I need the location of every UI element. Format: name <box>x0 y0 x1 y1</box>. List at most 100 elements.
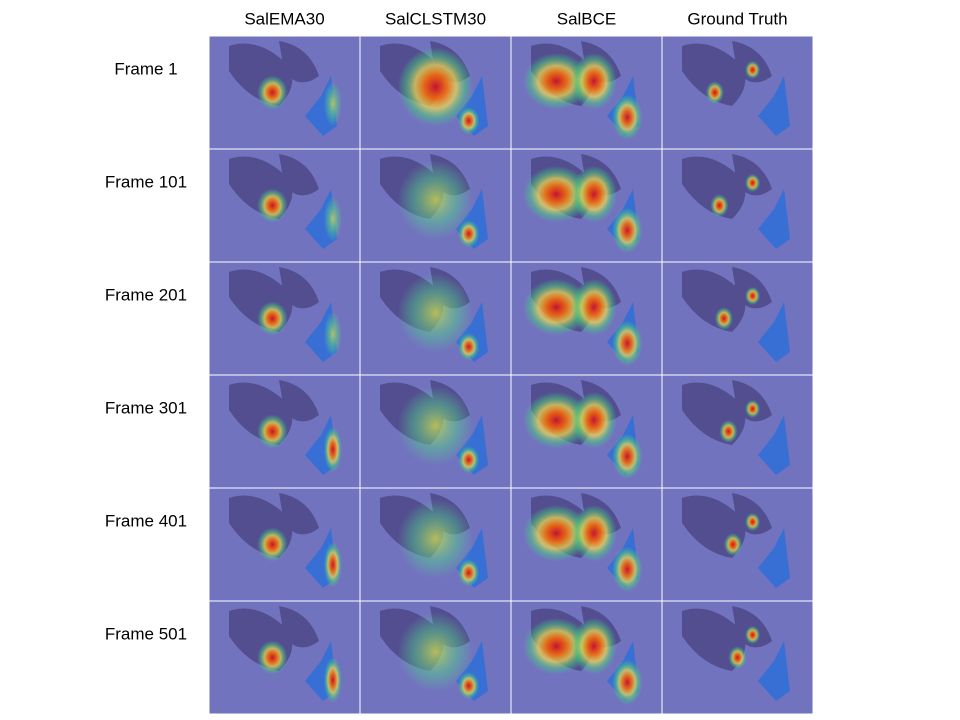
heat-blob <box>612 659 643 705</box>
saliency-cell <box>359 261 512 376</box>
heat-blob <box>612 433 643 479</box>
saliency-cell <box>208 148 361 263</box>
saliency-cell <box>661 261 814 376</box>
heat-blob <box>458 672 480 700</box>
heat-blob <box>458 559 480 587</box>
heat-blob <box>257 640 288 675</box>
hands <box>229 154 319 219</box>
heat-blob <box>257 527 288 562</box>
heat-blob <box>323 311 342 357</box>
saliency-cell <box>359 148 512 263</box>
saliency-cell <box>208 35 361 150</box>
saliency-cell <box>208 261 361 376</box>
heat-blob <box>257 188 288 223</box>
row-label: Frame 501 <box>105 624 187 643</box>
hands <box>682 606 772 671</box>
heat-blob <box>745 173 761 192</box>
saliency-cell <box>510 600 663 715</box>
heat-blob <box>458 107 480 135</box>
heat-blob <box>523 165 590 223</box>
hands <box>682 154 772 219</box>
hands <box>229 41 319 106</box>
saliency-cell <box>208 600 361 715</box>
heat-blob <box>523 617 590 675</box>
heat-blob <box>397 386 474 466</box>
cell-border <box>661 600 814 715</box>
heat-blob <box>612 320 643 366</box>
row-label: Frame 101 <box>105 172 187 191</box>
heat-blob <box>571 391 617 449</box>
saliency-cell <box>661 148 814 263</box>
saliency-cell <box>510 35 663 150</box>
heat-blob <box>323 196 342 242</box>
hands <box>682 41 772 106</box>
hands <box>682 493 772 558</box>
heat-blob <box>523 278 590 336</box>
saliency-cell <box>510 148 663 263</box>
heat-blob <box>705 81 724 104</box>
heat-blob <box>458 446 480 474</box>
column-header: SalEMA30 <box>244 9 324 28</box>
heat-blob <box>745 399 761 418</box>
heat-blob <box>397 273 474 353</box>
column-header: Ground Truth <box>687 9 787 28</box>
hands <box>229 380 319 445</box>
heat-blob <box>710 194 729 217</box>
heat-blob <box>323 657 342 703</box>
heat-blob <box>719 420 738 443</box>
heat-blob <box>397 47 474 127</box>
saliency-cell <box>359 35 512 150</box>
saliency-cell <box>510 374 663 489</box>
heat-blob <box>523 391 590 449</box>
hands <box>682 267 772 332</box>
saliency-cell <box>208 374 361 489</box>
paper-crane <box>758 641 790 701</box>
heat-blob <box>397 499 474 579</box>
hands <box>229 606 319 671</box>
saliency-cell <box>208 487 361 602</box>
heat-blob <box>745 286 761 305</box>
heat-blob <box>523 504 590 562</box>
saliency-cell <box>510 261 663 376</box>
heat-blob <box>257 301 288 336</box>
paper-crane <box>758 302 790 362</box>
hands <box>229 493 319 558</box>
heat-blob <box>397 160 474 240</box>
heat-blob <box>257 75 288 110</box>
row-label: Frame 301 <box>105 398 187 417</box>
saliency-cell <box>661 374 814 489</box>
paper-crane <box>758 528 790 588</box>
saliency-cell <box>661 487 814 602</box>
saliency-cell <box>661 600 814 715</box>
heat-blob <box>323 542 342 588</box>
heat-blob <box>571 52 617 110</box>
heat-blob <box>571 278 617 336</box>
heat-blob <box>571 165 617 223</box>
heat-blob <box>257 414 288 449</box>
row-label: Frame 401 <box>105 511 187 530</box>
heat-blob <box>523 52 590 110</box>
hands <box>682 380 772 445</box>
hands <box>229 267 319 332</box>
heat-blob <box>571 504 617 562</box>
heat-blob <box>458 333 480 361</box>
heat-blob <box>745 60 761 79</box>
saliency-cell <box>359 600 512 715</box>
heat-blob <box>571 617 617 675</box>
heat-blob <box>323 426 342 473</box>
heat-blob <box>723 533 743 556</box>
paper-crane <box>758 189 790 249</box>
heat-blob <box>714 307 733 330</box>
heat-blob <box>458 220 480 248</box>
row-label: Frame 201 <box>105 285 187 304</box>
row-label: Frame 1 <box>114 59 177 78</box>
column-header: SalCLSTM30 <box>385 9 486 28</box>
heat-blob <box>612 546 643 592</box>
heat-blob <box>323 81 342 127</box>
paper-crane <box>758 415 790 475</box>
heat-blob <box>612 94 643 140</box>
heat-blob <box>397 612 474 692</box>
heat-blob <box>745 512 761 531</box>
